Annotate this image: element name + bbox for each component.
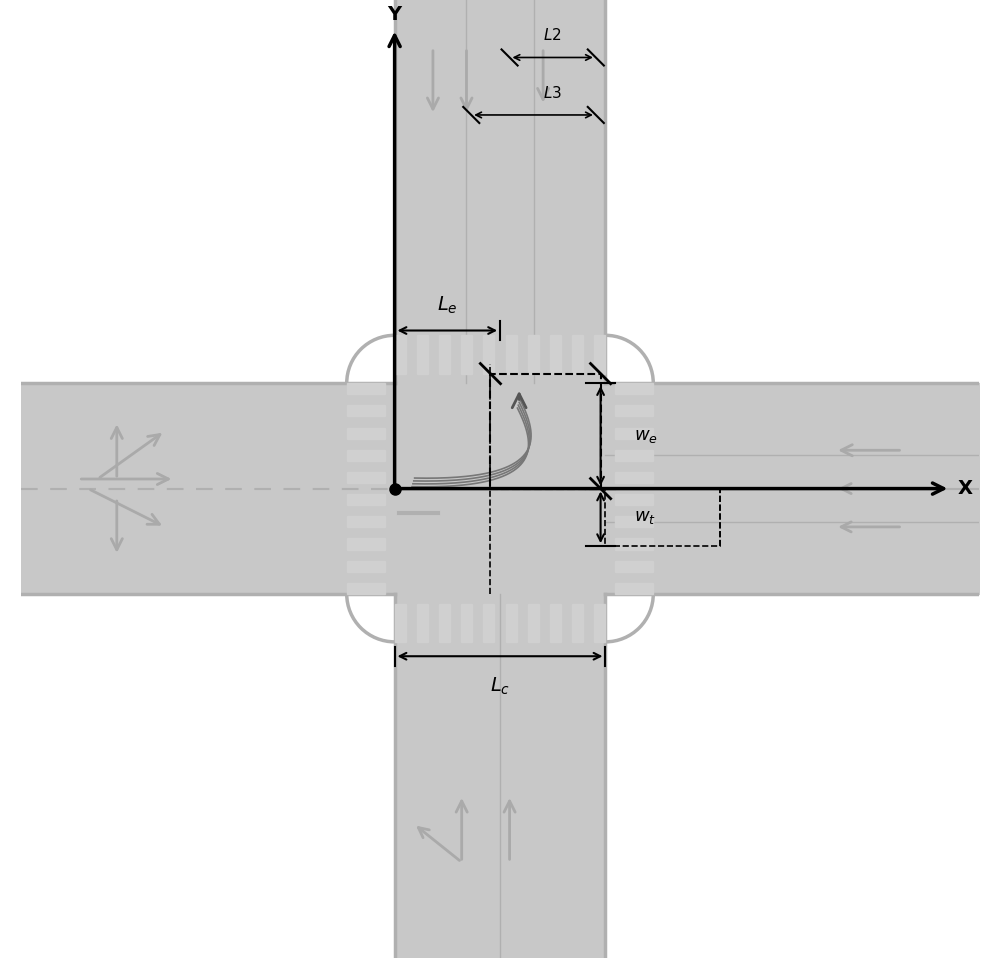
Bar (483, 335, 494, 374)
Bar (347, 472, 385, 483)
Bar (615, 449, 653, 461)
Bar (347, 449, 385, 461)
Text: X: X (957, 479, 972, 498)
Bar (347, 427, 385, 439)
Bar (483, 604, 494, 642)
Bar (506, 604, 517, 642)
Text: $L_c$: $L_c$ (490, 675, 510, 696)
Bar (615, 427, 653, 439)
Bar (605, 489, 720, 546)
Bar (594, 604, 605, 642)
Bar (615, 405, 653, 417)
Bar (550, 335, 561, 374)
Bar (461, 604, 472, 642)
Bar (550, 604, 561, 642)
Bar (506, 335, 517, 374)
Bar (615, 472, 653, 483)
Bar (347, 538, 385, 550)
Text: $L3$: $L3$ (543, 84, 562, 101)
Bar (347, 560, 385, 572)
Bar (347, 516, 385, 528)
Bar (528, 335, 539, 374)
Bar (417, 335, 428, 374)
Text: $L_e$: $L_e$ (437, 295, 458, 316)
Bar (615, 494, 653, 505)
Bar (615, 582, 653, 594)
Text: Y: Y (388, 5, 402, 24)
Bar (461, 335, 472, 374)
Bar (395, 604, 406, 642)
Text: $w_t$: $w_t$ (634, 509, 656, 526)
Bar (594, 335, 605, 374)
Bar (439, 604, 450, 642)
Bar (439, 335, 450, 374)
Bar (395, 335, 406, 374)
Bar (615, 516, 653, 528)
Bar (347, 582, 385, 594)
Bar (572, 335, 583, 374)
Bar (347, 405, 385, 417)
Bar (572, 604, 583, 642)
Text: $w_e$: $w_e$ (634, 427, 658, 445)
Bar (417, 604, 428, 642)
Bar (528, 604, 539, 642)
Bar (615, 560, 653, 572)
Text: $L2$: $L2$ (543, 27, 562, 43)
Bar (490, 374, 601, 489)
Bar (347, 383, 385, 395)
Bar (347, 494, 385, 505)
Bar (615, 383, 653, 395)
Bar (615, 538, 653, 550)
